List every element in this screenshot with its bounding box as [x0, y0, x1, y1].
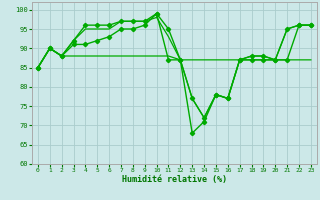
- X-axis label: Humidité relative (%): Humidité relative (%): [122, 175, 227, 184]
